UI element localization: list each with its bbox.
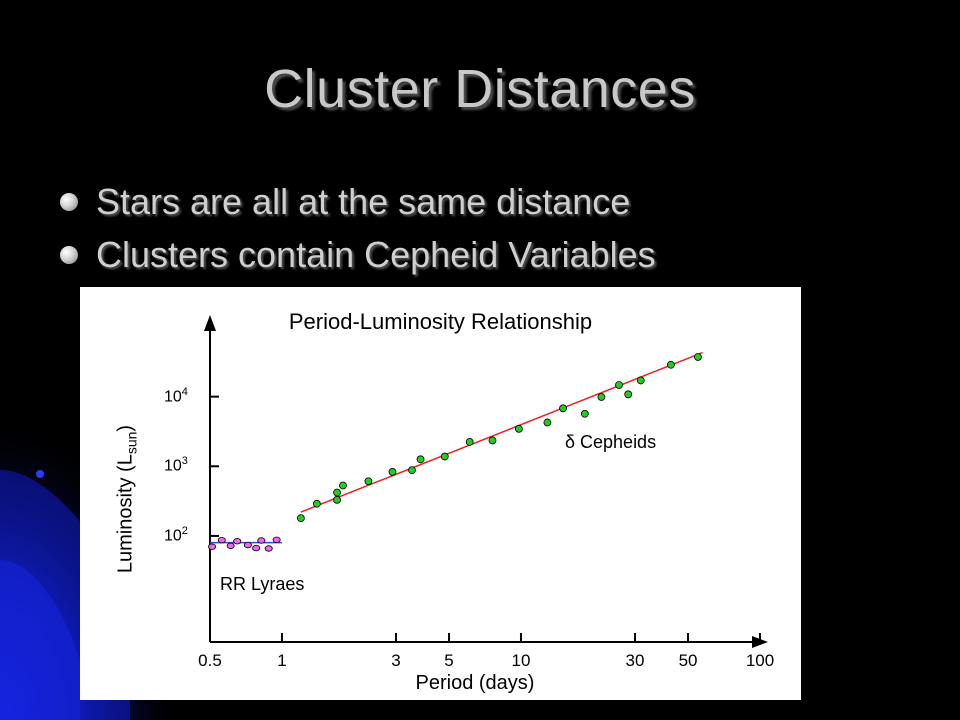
cepheid-point [296, 514, 305, 523]
cepheid-point [312, 499, 321, 508]
x-tick-label: 10 [511, 651, 531, 670]
cepheid-point [488, 436, 497, 445]
bullet-text: Clusters contain Cepheid Variables [96, 234, 656, 275]
cepheid-point [636, 376, 645, 385]
rr-lyrae-series-label: RR Lyraes [220, 574, 305, 594]
rr-lyrae-point [226, 542, 235, 550]
y-tick-label: 102 [164, 524, 188, 545]
chart-plot-area [204, 315, 768, 648]
cepheid-point [364, 477, 373, 486]
y-axis-arrow-icon [204, 315, 216, 331]
rr-lyrae-point [264, 545, 273, 552]
rr-lyrae-point [208, 543, 217, 550]
cepheid-point [559, 404, 567, 413]
bullet-text: Stars are all at the same distance [96, 181, 631, 222]
cepheid-point [694, 353, 702, 361]
bullet-list: Stars are all at the same distance Clust… [60, 175, 656, 281]
y-axis-label-text: Luminosity (L [114, 454, 137, 574]
x-tick-label: 0.5 [198, 651, 222, 670]
y-axis-label-close: ) [114, 424, 137, 432]
cepheid-point [440, 452, 449, 461]
bullet-dot-icon [60, 193, 78, 211]
y-tick-label: 104 [164, 385, 188, 405]
cepheid-point [416, 455, 425, 464]
cepheid-point [339, 481, 347, 490]
cepheid-point [615, 381, 623, 389]
cepheid-point [333, 488, 341, 497]
cepheid-point [667, 360, 675, 369]
rr-lyrae-point [252, 544, 261, 552]
cepheid-series-label: δ Cepheids [565, 432, 657, 452]
x-tick-label: 30 [625, 651, 645, 670]
rr-lyrae-point [217, 536, 226, 544]
y-axis-label: Luminosity (Lsun) [115, 425, 140, 573]
cepheid-point [624, 390, 633, 399]
x-tick-label: 100 [745, 651, 775, 670]
bullet-dot-icon [60, 246, 78, 264]
bullet-item: Stars are all at the same distance [60, 175, 656, 228]
x-tick-label: 5 [444, 651, 454, 670]
period-luminosity-chart: Period-Luminosity Relationship Luminosit… [80, 287, 801, 700]
cepheid-point [408, 466, 416, 475]
cepheid-point [465, 437, 474, 446]
slide-title: Cluster Distances [264, 59, 696, 119]
x-axis-label: Period (days) [415, 672, 535, 694]
rr-lyrae-point [272, 536, 281, 544]
cepheid-point [333, 495, 341, 504]
cepheid-point [514, 424, 523, 433]
x-tick-label: 1 [277, 651, 287, 670]
chart-title: Period-Luminosity Relationship [288, 309, 593, 334]
rr-lyrae-point [233, 538, 242, 545]
x-tick-label: 3 [391, 651, 401, 670]
cepheid-point [597, 393, 606, 401]
rr-lyrae-point [243, 541, 252, 549]
cepheid-point [580, 409, 589, 418]
y-axis-label-subscript: sun [123, 431, 140, 455]
bullet-item: Clusters contain Cepheid Variables [60, 228, 656, 281]
x-tick-label: 50 [678, 651, 698, 670]
rr-lyrae-point [257, 537, 266, 544]
cepheid-point [543, 418, 552, 427]
y-tick-label: 103 [164, 455, 188, 475]
cepheid-fit-line [300, 351, 703, 513]
cepheid-point [388, 468, 397, 476]
